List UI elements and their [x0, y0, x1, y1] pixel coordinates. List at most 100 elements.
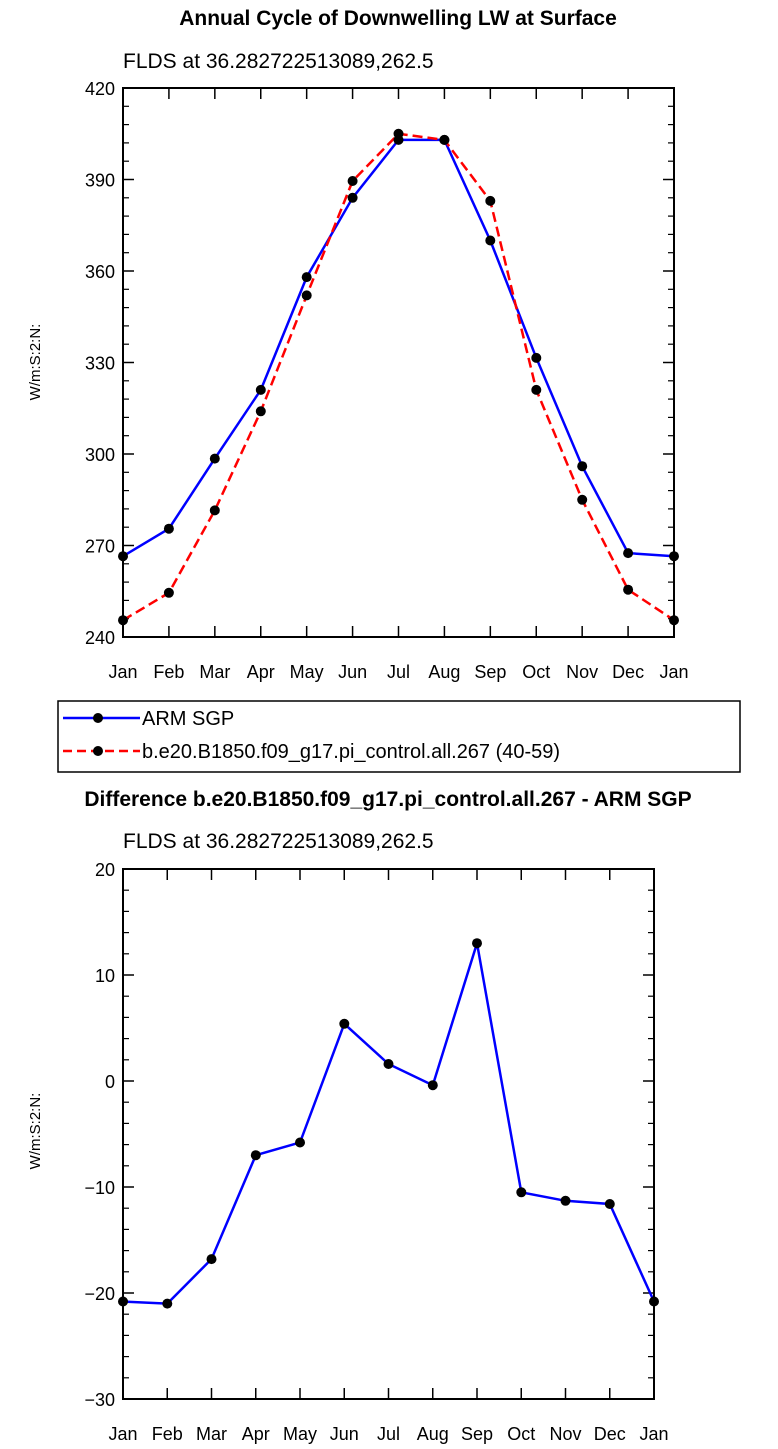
- series-group: [118, 128, 679, 626]
- series-line-1: [122, 132, 675, 622]
- series-group: [118, 938, 659, 1309]
- x-tick-label: May: [283, 1424, 317, 1444]
- legend-label-arm-sgp: ARM SGP: [142, 708, 234, 730]
- y-tick-label: 240: [85, 628, 115, 648]
- y-tick-label: 270: [85, 537, 115, 557]
- tick-marks: [122, 87, 675, 638]
- data-point-0-10: [560, 1195, 571, 1206]
- x-tick-label: Jul: [387, 662, 410, 682]
- x-tick-label: Jan: [108, 1424, 137, 1444]
- plot-frame: [122, 868, 655, 1400]
- x-tick-label: Aug: [428, 662, 460, 682]
- data-point-1-7: [439, 134, 450, 145]
- data-point-0-1: [162, 1298, 173, 1309]
- x-tick-label: May: [290, 662, 324, 682]
- data-point-0-7: [427, 1080, 438, 1091]
- x-tick-label: Nov: [549, 1424, 581, 1444]
- data-point-0-5: [347, 192, 358, 203]
- x-tick-label: Dec: [594, 1424, 626, 1444]
- y-tick-labels: −30 −20 −10 0 10 20: [84, 860, 115, 1410]
- y-tick-label: 420: [85, 79, 115, 99]
- legend: ARM SGP b.e20.B1850.f09_g17.pi_control.a…: [57, 700, 741, 773]
- y-axis-label: W/m:S:2:N:: [27, 324, 44, 401]
- chart-subtitle: FLDS at 36.282722513089,262.5: [123, 830, 434, 853]
- data-point-1-5: [347, 176, 358, 186]
- data-point-0-6: [383, 1059, 394, 1069]
- y-tick-label: −10: [84, 1178, 115, 1198]
- series-line-0: [122, 138, 675, 558]
- data-point-0-9: [531, 352, 542, 363]
- data-point-0-5: [339, 1018, 350, 1029]
- y-tick-label: −20: [84, 1284, 115, 1304]
- x-tick-label: Apr: [242, 1424, 270, 1444]
- data-point-0-3: [250, 1150, 261, 1161]
- x-tick-label: Dec: [612, 662, 644, 682]
- y-tick-label: 0: [105, 1072, 115, 1092]
- x-tick-label: Jan: [108, 662, 137, 682]
- x-tick-label: Aug: [417, 1424, 449, 1444]
- y-tick-label: 300: [85, 445, 115, 465]
- tick-marks: [122, 868, 655, 1400]
- x-tick-label: Oct: [522, 662, 550, 682]
- data-point-0-11: [604, 1199, 615, 1209]
- y-tick-label: 10: [95, 966, 115, 986]
- data-point-1-10: [577, 494, 588, 505]
- y-tick-label: 360: [85, 262, 115, 282]
- difference-chart: Difference b.e20.B1850.f09_g17.pi_contro…: [27, 788, 692, 1444]
- series-line-0: [122, 942, 656, 1305]
- chart-subtitle: FLDS at 36.282722513089,262.5: [123, 50, 434, 73]
- x-tick-labels: Jan Feb Mar Apr May Jun Jul Aug Sep Oct Nov Dec Jan: [108, 662, 688, 682]
- data-point-1-3: [255, 406, 266, 417]
- y-tick-labels: 240 270 300 330 360 390 420: [85, 79, 115, 648]
- data-point-1-8: [485, 195, 496, 206]
- annual-cycle-chart: Annual Cycle of Downwelling LW at Surfac…: [27, 7, 741, 773]
- data-point-1-2: [209, 505, 220, 516]
- x-tick-label: Nov: [566, 662, 598, 682]
- x-tick-label: Jun: [338, 662, 367, 682]
- x-tick-label: Jul: [377, 1424, 400, 1444]
- data-point-0-9: [516, 1187, 527, 1198]
- data-point-1-1: [163, 587, 174, 598]
- data-point-1-6: [393, 128, 404, 139]
- x-tick-label: Jun: [330, 1424, 359, 1444]
- legend-entry-model: b.e20.B1850.f09_g17.pi_control.all.267 (…: [63, 741, 560, 763]
- y-tick-label: 390: [85, 171, 115, 191]
- legend-marker-model: [93, 746, 103, 756]
- x-tick-label: Feb: [152, 1424, 183, 1444]
- data-point-0-11: [623, 548, 634, 559]
- data-point-0-8: [472, 938, 482, 949]
- data-point-0-1: [163, 523, 174, 534]
- data-point-0-2: [209, 453, 220, 464]
- plot-frame: [122, 87, 675, 638]
- data-point-0-10: [577, 461, 588, 472]
- chart-title: Difference b.e20.B1850.f09_g17.pi_contro…: [84, 788, 691, 811]
- y-tick-label: 330: [85, 354, 115, 374]
- x-tick-label: Jan: [659, 662, 688, 682]
- y-axis-label: W/m:S:2:N:: [27, 1093, 44, 1170]
- data-point-0-2: [206, 1254, 217, 1265]
- data-point-1-11: [623, 584, 634, 595]
- x-tick-label: Sep: [474, 662, 506, 682]
- data-point-0-4: [301, 272, 312, 283]
- data-point-0-8: [485, 235, 496, 246]
- x-tick-label: Mar: [196, 1424, 227, 1444]
- legend-entry-arm-sgp: ARM SGP: [63, 708, 234, 730]
- x-tick-label: Sep: [461, 1424, 493, 1444]
- x-tick-label: Mar: [199, 662, 230, 682]
- legend-box: [57, 700, 741, 773]
- legend-marker-arm-sgp: [93, 713, 103, 723]
- x-tick-label: Oct: [507, 1424, 535, 1444]
- y-tick-label: 20: [95, 860, 115, 880]
- data-point-0-4: [295, 1137, 305, 1148]
- legend-label-model: b.e20.B1850.f09_g17.pi_control.all.267 (…: [142, 741, 560, 763]
- data-point-1-4: [301, 290, 312, 301]
- x-tick-label: Jan: [639, 1424, 668, 1444]
- x-tick-labels: Jan Feb Mar Apr May Jun Jul Aug Sep Oct Nov Dec Jan: [108, 1424, 668, 1444]
- x-tick-label: Apr: [247, 662, 275, 682]
- data-point-0-3: [255, 384, 266, 395]
- y-tick-label: −30: [84, 1390, 115, 1410]
- x-tick-label: Feb: [153, 662, 184, 682]
- data-point-1-9: [531, 384, 542, 395]
- chart-title: Annual Cycle of Downwelling LW at Surfac…: [179, 7, 617, 30]
